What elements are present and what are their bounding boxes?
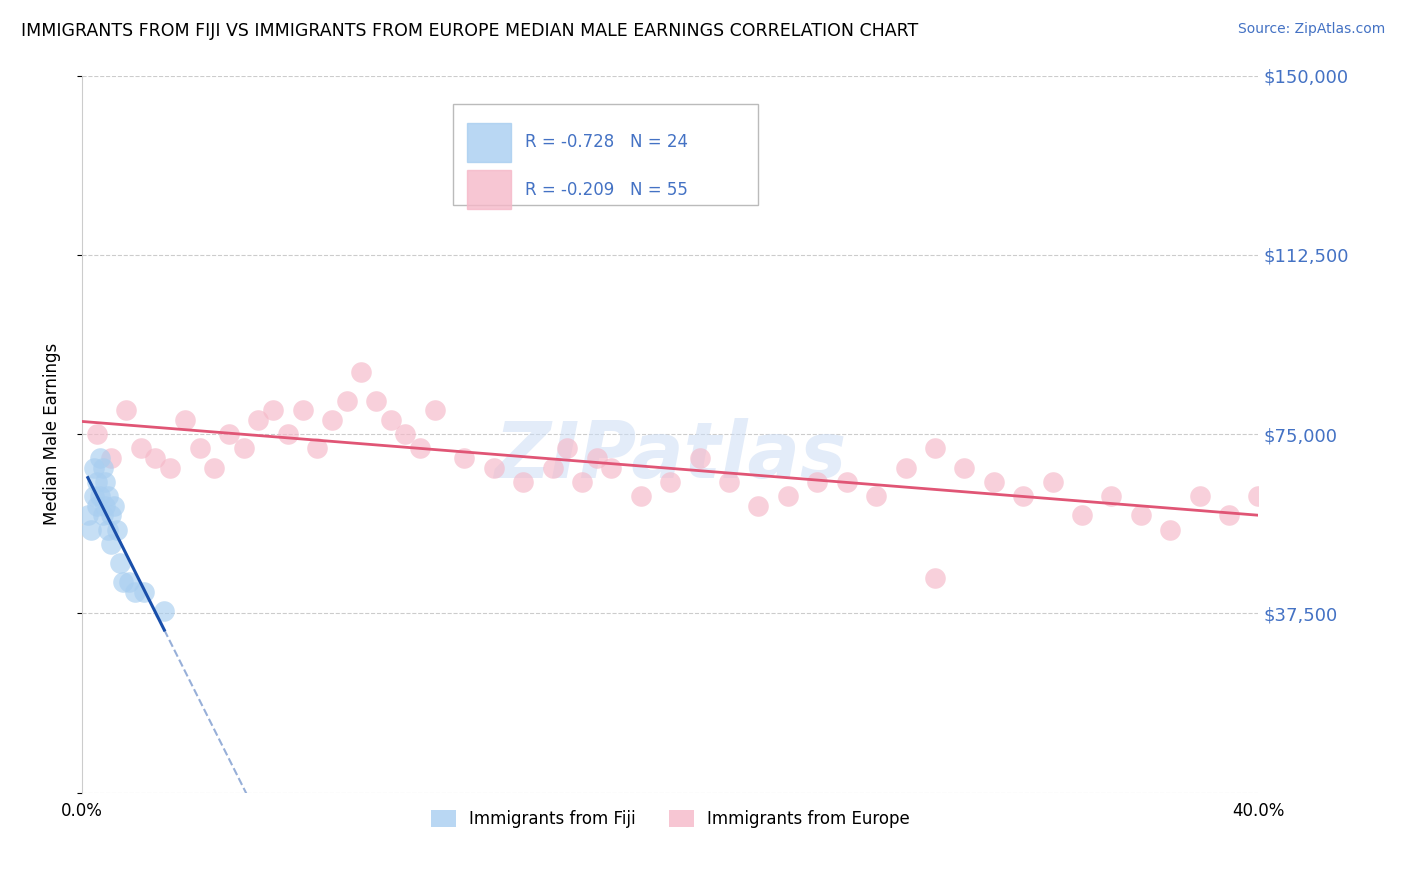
Point — [91, 460, 114, 475]
Point — [153, 604, 176, 618]
Point — [409, 442, 432, 456]
Point — [1247, 489, 1270, 503]
Point — [91, 508, 114, 523]
Text: IMMIGRANTS FROM FIJI VS IMMIGRANTS FROM EUROPE MEDIAN MALE EARNINGS CORRELATION : IMMIGRANTS FROM FIJI VS IMMIGRANTS FROM … — [21, 22, 918, 40]
Point — [482, 460, 505, 475]
Point — [983, 475, 1005, 489]
Point — [776, 489, 799, 503]
Point — [145, 450, 167, 465]
Point — [112, 575, 135, 590]
Point — [105, 523, 128, 537]
Point — [689, 450, 711, 465]
Text: R = -0.728   N = 24: R = -0.728 N = 24 — [526, 134, 689, 152]
Point — [865, 489, 887, 503]
Bar — [467, 169, 512, 210]
Point — [124, 585, 146, 599]
Point — [806, 475, 828, 489]
Point — [1071, 508, 1094, 523]
Point — [659, 475, 682, 489]
Point — [89, 450, 111, 465]
Point — [423, 403, 446, 417]
Point — [100, 537, 122, 551]
Point — [953, 460, 976, 475]
Point — [924, 442, 946, 456]
Text: R = -0.209   N = 55: R = -0.209 N = 55 — [526, 180, 689, 199]
Point — [97, 489, 120, 503]
Point — [600, 460, 623, 475]
Point — [86, 427, 108, 442]
Point — [336, 393, 359, 408]
Point — [555, 442, 578, 456]
Point — [76, 508, 98, 523]
Point — [159, 460, 181, 475]
Point — [835, 475, 858, 489]
Point — [89, 489, 111, 503]
Point — [321, 413, 343, 427]
Point — [94, 499, 117, 513]
Bar — [467, 122, 512, 162]
Point — [1188, 489, 1211, 503]
Point — [380, 413, 402, 427]
Point — [364, 393, 387, 408]
Point — [277, 427, 299, 442]
Point — [1012, 489, 1035, 503]
Point — [924, 570, 946, 584]
Point — [100, 450, 122, 465]
Point — [83, 489, 105, 503]
Text: Source: ZipAtlas.com: Source: ZipAtlas.com — [1237, 22, 1385, 37]
Point — [585, 450, 607, 465]
Point — [894, 460, 917, 475]
Point — [394, 427, 416, 442]
Point — [1159, 523, 1181, 537]
Point — [100, 508, 122, 523]
Point — [1042, 475, 1064, 489]
Point — [291, 403, 314, 417]
Point — [307, 442, 329, 456]
Point — [118, 575, 141, 590]
Point — [247, 413, 270, 427]
Point — [571, 475, 593, 489]
Point — [86, 475, 108, 489]
Point — [115, 403, 138, 417]
Point — [94, 475, 117, 489]
Point — [132, 585, 155, 599]
Y-axis label: Median Male Earnings: Median Male Earnings — [44, 343, 60, 525]
Point — [202, 460, 225, 475]
Point — [630, 489, 652, 503]
Point — [103, 499, 125, 513]
Point — [80, 523, 103, 537]
Point — [350, 365, 373, 379]
Point — [1218, 508, 1240, 523]
Point — [1099, 489, 1122, 503]
Point — [718, 475, 741, 489]
Point — [262, 403, 284, 417]
Point — [453, 450, 475, 465]
Point — [747, 499, 769, 513]
Point — [541, 460, 564, 475]
Point — [108, 556, 131, 570]
Text: ZIPatlas: ZIPatlas — [494, 417, 846, 493]
Legend: Immigrants from Fiji, Immigrants from Europe: Immigrants from Fiji, Immigrants from Eu… — [423, 803, 917, 835]
Point — [129, 442, 152, 456]
Point — [218, 427, 240, 442]
Point — [174, 413, 197, 427]
Point — [1129, 508, 1152, 523]
Point — [232, 442, 254, 456]
Point — [86, 499, 108, 513]
FancyBboxPatch shape — [453, 104, 758, 204]
Point — [83, 460, 105, 475]
Point — [512, 475, 534, 489]
Point — [97, 523, 120, 537]
Point — [188, 442, 211, 456]
